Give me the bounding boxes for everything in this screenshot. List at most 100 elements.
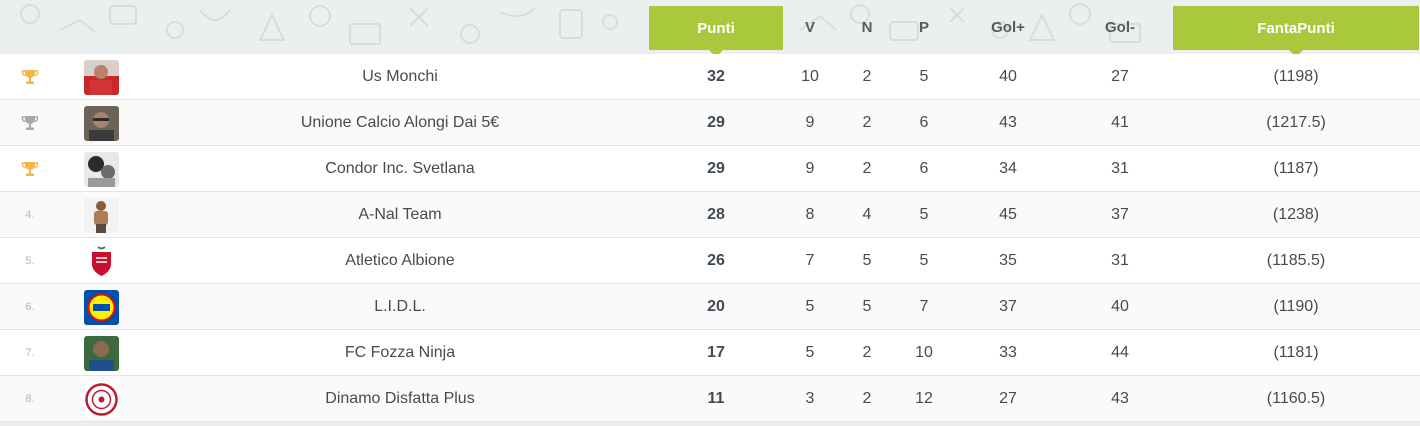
cell-gol-plus: 45 xyxy=(999,206,1017,223)
team-avatar-cell xyxy=(83,54,120,100)
cell-n: 2 xyxy=(862,114,872,131)
table-row[interactable]: Condor Inc. Svetlana 29 9 2 6 34 31 (118… xyxy=(0,146,1420,192)
table-row[interactable]: 6. L.I.D.L. 20 5 5 7 37 40 (1190) xyxy=(0,284,1420,330)
cell-gol-plus: 40 xyxy=(999,68,1017,85)
cell-n: 2 xyxy=(862,160,872,177)
cell-n: 4 xyxy=(862,206,872,223)
cell-gol-minus: 44 xyxy=(1111,344,1129,361)
cell-punti: 20 xyxy=(707,298,725,315)
team-name[interactable]: Us Monchi xyxy=(362,68,438,85)
table-row[interactable]: Unione Calcio Alongi Dai 5€ 29 9 2 6 43 … xyxy=(0,100,1420,146)
trophy-bronze-icon xyxy=(21,162,39,176)
trophy-gold-icon xyxy=(21,70,39,84)
cell-p: 6 xyxy=(919,160,929,177)
team-avatar-cell xyxy=(83,376,120,422)
cell-fantapunti: (1181) xyxy=(1273,344,1319,361)
team-name[interactable]: Atletico Albione xyxy=(345,252,455,269)
header-fantapunti[interactable]: FantaPunti xyxy=(1173,6,1419,57)
cell-fantapunti: (1198) xyxy=(1273,68,1319,85)
header-v[interactable]: V xyxy=(804,18,815,36)
team-name[interactable]: Dinamo Disfatta Plus xyxy=(325,390,475,407)
team-avatar-cell xyxy=(83,100,120,146)
header-n[interactable]: N xyxy=(861,18,873,36)
table-row[interactable]: 5. Atletico Albione 26 7 5 5 35 31 (1185… xyxy=(0,238,1420,284)
cell-punti: 29 xyxy=(707,114,725,131)
liverpool-crest-icon xyxy=(84,243,119,279)
biohazard-badge-icon xyxy=(84,381,119,417)
cell-n: 5 xyxy=(862,298,872,315)
cell-p: 5 xyxy=(919,68,929,85)
cell-p: 12 xyxy=(915,390,933,407)
cell-n: 2 xyxy=(862,68,872,85)
cell-n: 2 xyxy=(862,344,872,361)
rank-cell xyxy=(10,100,50,146)
team-name[interactable]: L.I.D.L. xyxy=(374,298,426,315)
cell-gol-plus: 27 xyxy=(999,390,1017,407)
table-body: Us Monchi 32 10 2 5 40 27 (1198) xyxy=(0,54,1420,422)
cell-gol-plus: 43 xyxy=(999,114,1017,131)
cell-n: 5 xyxy=(862,252,872,269)
table-header: Punti V N P Gol+ Gol- FantaPunti xyxy=(0,0,1420,57)
cell-v: 5 xyxy=(805,298,815,315)
cell-gol-minus: 27 xyxy=(1111,68,1129,85)
table-row[interactable]: 4. A-Nal Team 28 8 4 5 45 37 (1238) xyxy=(0,192,1420,238)
rank-cell xyxy=(10,54,50,100)
cell-v: 3 xyxy=(805,390,815,407)
cell-gol-minus: 43 xyxy=(1111,390,1129,407)
cell-p: 5 xyxy=(919,206,929,223)
cell-punti: 17 xyxy=(707,344,725,361)
cell-punti: 28 xyxy=(707,206,725,223)
lidl-logo-icon xyxy=(84,289,119,325)
cell-fantapunti: (1185.5) xyxy=(1266,252,1326,269)
header-gol-minus[interactable]: Gol- xyxy=(1105,18,1135,36)
header-gol-plus[interactable]: Gol+ xyxy=(991,18,1025,36)
team-name[interactable]: FC Fozza Ninja xyxy=(344,344,456,361)
team-name[interactable]: Unione Calcio Alongi Dai 5€ xyxy=(300,114,500,131)
cell-gol-minus: 31 xyxy=(1111,252,1129,269)
cell-v: 7 xyxy=(805,252,815,269)
avatar xyxy=(84,59,119,95)
header-punti[interactable]: Punti xyxy=(649,6,783,57)
team-name[interactable]: A-Nal Team xyxy=(358,206,442,223)
cell-gol-minus: 41 xyxy=(1111,114,1129,131)
cell-punti: 11 xyxy=(707,390,725,407)
cell-punti: 29 xyxy=(707,160,725,177)
cell-punti: 26 xyxy=(707,252,725,269)
rank-number: 5. xyxy=(25,255,35,267)
cell-n: 2 xyxy=(862,390,872,407)
team-avatar-cell xyxy=(83,330,120,376)
cell-fantapunti: (1217.5) xyxy=(1266,114,1326,131)
cell-fantapunti: (1160.5) xyxy=(1266,390,1326,407)
avatar xyxy=(84,105,119,141)
team-avatar-cell xyxy=(83,238,120,284)
cell-gol-minus: 40 xyxy=(1111,298,1129,315)
team-name[interactable]: Condor Inc. Svetlana xyxy=(325,160,475,177)
team-avatar-cell xyxy=(83,192,120,238)
cell-fantapunti: (1190) xyxy=(1273,298,1319,315)
cell-p: 10 xyxy=(915,344,933,361)
cell-v: 5 xyxy=(805,344,815,361)
cell-p: 6 xyxy=(919,114,929,131)
cell-gol-minus: 31 xyxy=(1111,160,1129,177)
cell-v: 9 xyxy=(805,160,815,177)
table-row[interactable]: 7. FC Fozza Ninja 17 5 2 10 33 44 (1181) xyxy=(0,330,1420,376)
avatar xyxy=(84,151,119,187)
table-row[interactable]: Us Monchi 32 10 2 5 40 27 (1198) xyxy=(0,54,1420,100)
cell-v: 8 xyxy=(805,206,815,223)
cell-gol-plus: 34 xyxy=(999,160,1017,177)
rank-cell xyxy=(10,146,50,192)
cell-fantapunti: (1187) xyxy=(1273,160,1319,177)
cell-fantapunti: (1238) xyxy=(1272,206,1320,223)
cell-gol-minus: 37 xyxy=(1111,206,1129,223)
cell-gol-plus: 33 xyxy=(999,344,1017,361)
cell-gol-plus: 37 xyxy=(999,298,1017,315)
trophy-silver-icon xyxy=(21,116,39,130)
rank-number: 6. xyxy=(25,301,35,313)
header-p[interactable]: P xyxy=(918,18,929,36)
cell-p: 7 xyxy=(919,298,929,315)
table-row[interactable]: 8. Dinamo Disfatta Plus 11 3 2 12 27 43 … xyxy=(0,376,1420,422)
cell-v: 9 xyxy=(805,114,815,131)
cell-gol-plus: 35 xyxy=(999,252,1017,269)
rank-number: 8. xyxy=(25,393,35,405)
